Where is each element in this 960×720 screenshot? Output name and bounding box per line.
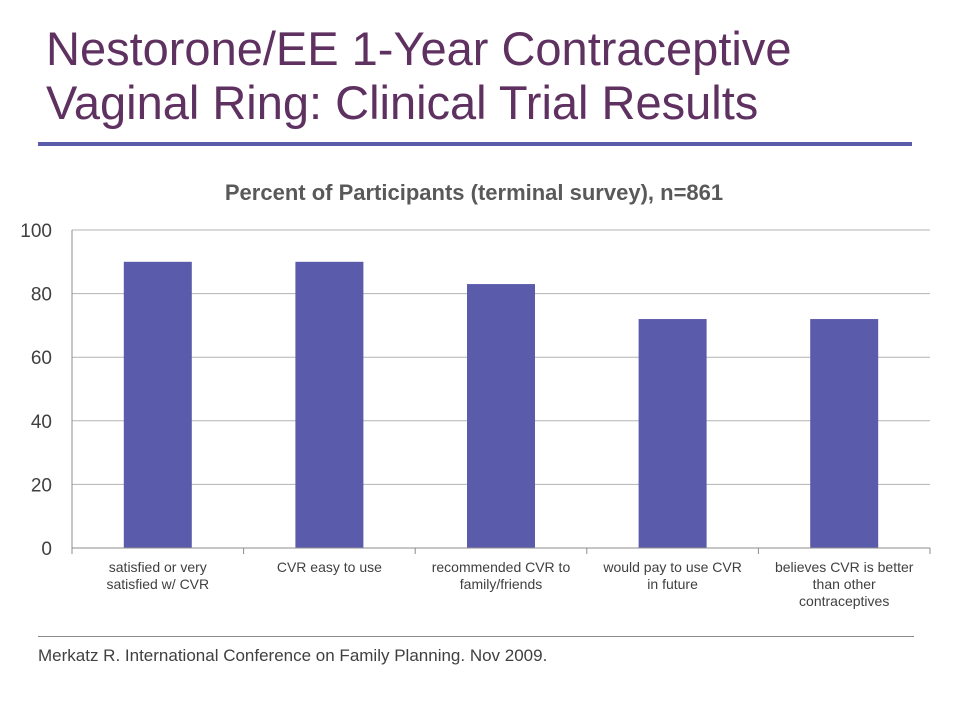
bar bbox=[295, 261, 364, 548]
bar bbox=[123, 261, 192, 548]
chart-title: Percent of Participants (terminal survey… bbox=[225, 180, 723, 205]
x-tick-label: recommended CVR to family/friends bbox=[432, 559, 571, 592]
x-tick-label: CVR easy to use bbox=[277, 559, 382, 575]
bar bbox=[810, 319, 879, 548]
x-tick-label: believes CVR is better than other contrace… bbox=[775, 559, 914, 609]
slide-title: Nestorone/EE 1-Year Contraceptive Vagina… bbox=[46, 22, 926, 130]
y-tick-label: 20 bbox=[31, 475, 52, 496]
citation: Merkatz R. International Conference on F… bbox=[38, 646, 548, 665]
bar bbox=[638, 319, 707, 548]
bars bbox=[123, 261, 879, 548]
y-tick-label: 80 bbox=[31, 285, 52, 306]
y-tick-label: 100 bbox=[20, 221, 52, 242]
bar-chart: Percent of Participants (terminal survey… bbox=[20, 180, 931, 609]
x-tick-label: satisfied or very satisfied w/ CVR bbox=[106, 559, 209, 592]
y-tick-label: 60 bbox=[31, 348, 52, 369]
slide-title-line-1: Nestorone/EE 1-Year Contraceptive bbox=[46, 22, 792, 75]
y-tick-labels: 0 20 40 60 80 100 bbox=[20, 221, 52, 560]
title-underline bbox=[38, 142, 912, 146]
slide-title-line-2: Vaginal Ring: Clinical Trial Results bbox=[46, 76, 759, 129]
axes bbox=[71, 230, 931, 554]
y-tick-label: 40 bbox=[31, 412, 52, 433]
x-tick-labels: satisfied or very satisfied w/ CVR CVR eas… bbox=[106, 559, 913, 609]
x-tick-label: would pay to use CVR in future bbox=[602, 559, 742, 592]
bar bbox=[467, 284, 535, 548]
footer-divider bbox=[38, 636, 914, 637]
y-tick-label: 0 bbox=[41, 539, 52, 560]
